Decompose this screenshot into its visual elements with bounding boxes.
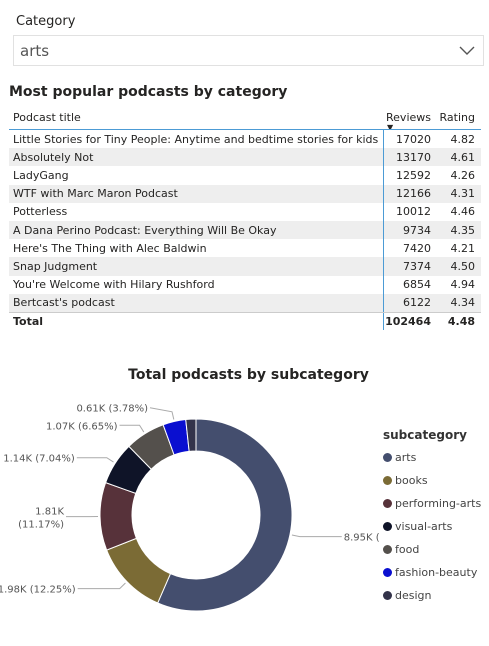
legend-swatch (383, 545, 392, 554)
legend-label: visual-arts (395, 520, 453, 533)
table-header: Podcast title Reviews ▼ Rating (9, 106, 481, 130)
donut-slice-performing-arts[interactable] (99, 481, 138, 551)
podcast-title-cell: A Dana Perino Podcast: Everything Will B… (13, 223, 277, 237)
podcast-title-cell: LadyGang (13, 168, 69, 182)
podcast-title-cell: Here's The Thing with Alec Baldwin (13, 241, 207, 255)
sort-descending-icon: ▼ (387, 123, 394, 129)
donut-slice-books[interactable] (105, 537, 172, 604)
chevron-down-icon[interactable] (457, 41, 477, 61)
rating-cell: 4.34 (450, 296, 476, 310)
legend-label: design (395, 589, 432, 602)
podcast-title-cell: Bertcast's podcast (13, 296, 115, 310)
table-row[interactable]: Bertcast's podcast 6122 4.34 (9, 293, 481, 312)
column-header-rating[interactable]: Rating (439, 111, 475, 124)
data-label-books: 1.98K (12.25%) (0, 585, 76, 596)
reviews-cell: 12166 (383, 184, 435, 203)
data-label-leader-line (119, 424, 145, 433)
legend-swatch (383, 522, 392, 531)
reviews-cell: 10012 (383, 202, 435, 221)
rating-cell: 4.35 (450, 223, 476, 237)
reviews-cell: 13170 (383, 148, 435, 167)
rating-cell: 4.82 (450, 132, 476, 146)
data-label-leader-line (291, 534, 342, 538)
total-rating: 4.48 (447, 314, 475, 328)
legend-item-fashion-beauty[interactable]: fashion-beauty (383, 561, 481, 584)
table-row[interactable]: You're Welcome with Hilary Rushford 6854 4… (9, 275, 481, 294)
column-header-title[interactable]: Podcast title (13, 111, 81, 124)
data-label-leader-line (149, 407, 175, 420)
reviews-cell: 17020 (383, 130, 435, 149)
legend-item-design[interactable]: design (383, 584, 481, 607)
category-dropdown[interactable]: arts (13, 35, 484, 66)
legend-item-books[interactable]: books (383, 469, 481, 492)
legend-swatch (383, 568, 392, 577)
table-total-row: Total 102464 4.48 (9, 311, 481, 331)
table-row[interactable]: Here's The Thing with Alec Baldwin 7420 4.… (9, 239, 481, 258)
table-body: Little Stories for Tiny People: Anytime … (9, 130, 481, 312)
podcast-title-cell: Potterless (13, 205, 68, 219)
rating-cell: 4.31 (450, 187, 476, 201)
podcast-title-cell: Absolutely Not (13, 150, 94, 164)
podcast-table: Podcast title Reviews ▼ Rating Little St… (9, 106, 481, 331)
table-title: Most popular podcasts by category (9, 84, 288, 100)
reviews-cell: 6122 (383, 293, 435, 312)
legend-swatch (383, 476, 392, 485)
table-row[interactable]: WTF with Marc Maron Podcast 12166 4.31 (9, 184, 481, 203)
donut-slice-arts[interactable] (157, 418, 293, 612)
table-row[interactable]: Potterless 10012 4.46 (9, 202, 481, 221)
table-row[interactable]: Little Stories for Tiny People: Anytime … (9, 130, 481, 149)
legend-item-food[interactable]: food (383, 538, 481, 561)
legend-swatch (383, 453, 392, 462)
column-header-reviews-label: Reviews (386, 111, 431, 124)
rating-cell: 4.21 (450, 241, 476, 255)
podcast-title-cell: Snap Judgment (13, 259, 98, 273)
data-label-performing-arts: 1.81K (11.17%) (18, 507, 64, 531)
podcast-title-cell: You're Welcome with Hilary Rushford (13, 278, 215, 292)
legend-item-performing-arts[interactable]: performing-arts (383, 492, 481, 515)
legend-title: subcategory (383, 428, 467, 442)
legend-label: fashion-beauty (395, 566, 478, 579)
subcategory-donut-chart: 8.95K (55.43%) 1.98K (12.25%) 1.81K(11.17%… (0, 404, 380, 612)
data-label-visual-arts: 1.14K (7.04%) (3, 454, 75, 465)
legend-swatch (383, 499, 392, 508)
data-label-arts: 8.95K (55.43%) (344, 533, 380, 544)
reviews-cell: 7374 (383, 257, 435, 276)
legend-label: food (395, 543, 420, 556)
table-row[interactable]: LadyGang 12592 4.26 (9, 166, 481, 185)
data-label-food: 1.07K (6.65%) (46, 421, 118, 432)
legend-label: books (395, 474, 428, 487)
reviews-cell: 6854 (383, 275, 435, 294)
data-label-leader-line (76, 457, 114, 463)
legend-label: performing-arts (395, 497, 482, 510)
legend-item-visual-arts[interactable]: visual-arts (383, 515, 481, 538)
donut-slice-design[interactable] (185, 418, 197, 452)
table-row[interactable]: Absolutely Not 13170 4.61 (9, 148, 481, 167)
legend-item-arts[interactable]: arts (383, 446, 481, 469)
chart-title: Total podcasts by subcategory (128, 367, 369, 383)
data-label-leader-line (77, 582, 126, 590)
reviews-cell: 9734 (383, 220, 435, 240)
rating-cell: 4.26 (450, 168, 476, 182)
total-reviews: 102464 (383, 312, 435, 331)
rating-cell: 4.94 (450, 278, 476, 292)
rating-cell: 4.61 (450, 150, 476, 164)
data-label-fashion-beauty: 0.61K (3.78%) (76, 404, 148, 415)
total-label: Total (13, 314, 44, 328)
dropdown-selected-value: arts (20, 42, 50, 60)
table-row[interactable]: A Dana Perino Podcast: Everything Will B… (9, 220, 481, 240)
slicer-title: Category (16, 14, 76, 29)
podcast-title-cell: Little Stories for Tiny People: Anytime … (13, 132, 379, 146)
rating-cell: 4.46 (450, 205, 476, 219)
chart-legend: subcategory arts books performing-arts visu… (383, 428, 481, 607)
podcast-title-cell: WTF with Marc Maron Podcast (13, 187, 178, 201)
table-row[interactable]: Snap Judgment 7374 4.50 (9, 257, 481, 276)
reviews-cell: 7420 (383, 239, 435, 258)
reviews-cell: 12592 (383, 166, 435, 185)
legend-label: arts (395, 451, 417, 464)
rating-cell: 4.50 (450, 259, 476, 273)
legend-swatch (383, 591, 392, 600)
column-header-reviews[interactable]: Reviews ▼ (383, 106, 435, 129)
